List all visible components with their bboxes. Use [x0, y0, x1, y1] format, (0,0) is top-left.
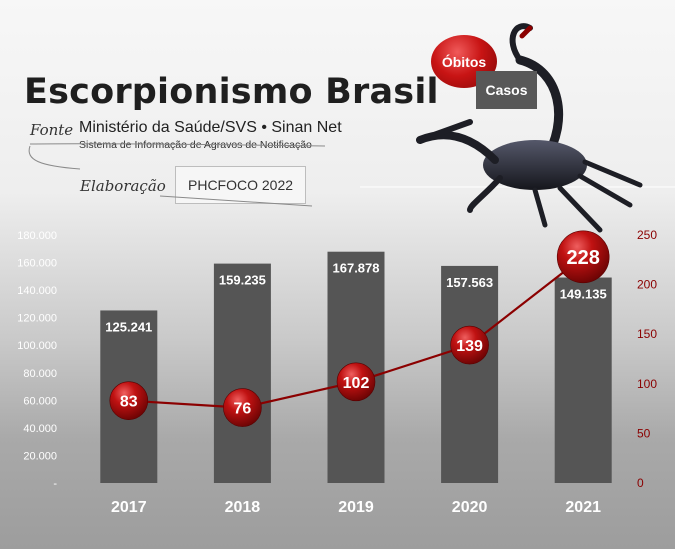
bar-value-label: 125.241 [105, 319, 152, 334]
y-left-tick-label: 180.000 [17, 230, 57, 242]
chart-title: Escorpionismo Brasil [24, 72, 439, 112]
x-tick-label: 2018 [225, 499, 261, 516]
y-left-tick-label: 160.000 [17, 258, 57, 270]
x-tick-label: 2019 [338, 499, 374, 516]
y-left-tick-label: 100.000 [17, 340, 57, 352]
decor-curve [28, 145, 81, 170]
x-tick-label: 2017 [111, 499, 147, 516]
y-left-tick-label: 20.000 [23, 450, 57, 462]
source-text: Ministério da Saúde/SVS • Sinan Net [79, 119, 342, 136]
y-left-tick-label: - [53, 478, 57, 490]
decor-line [29, 143, 326, 147]
point-value-label: 76 [234, 401, 252, 418]
point-value-label: 102 [343, 375, 370, 392]
bar-casos [554, 277, 612, 483]
y-left-tick-label: 60.000 [23, 395, 57, 407]
point-value-label: 228 [567, 247, 600, 269]
point-value-label: 83 [120, 394, 138, 411]
source-label: Fonte [30, 121, 74, 139]
point-obitos [336, 362, 376, 402]
point-obitos [109, 381, 149, 420]
point-obitos [450, 325, 489, 365]
bar-casos [213, 263, 271, 483]
y-right-tick-label: 250 [637, 228, 657, 242]
y-right-tick-label: 100 [637, 377, 657, 391]
x-tick-label: 2021 [565, 499, 601, 516]
bar-value-label: 159.235 [219, 273, 266, 288]
elaboration-box [175, 166, 306, 204]
y-right-tick-label: 150 [637, 327, 657, 341]
bar-value-label: 167.878 [333, 261, 380, 276]
y-left-tick-label: 140.000 [17, 285, 57, 297]
y-right-tick-label: 0 [637, 476, 644, 490]
y-right-tick-label: 50 [637, 426, 651, 440]
source-subtext: Sistema de Informação de Agravos de Noti… [79, 139, 312, 151]
legend-casos: Casos [476, 71, 537, 109]
bar-value-label: 149.135 [560, 287, 607, 302]
y-right-tick-label: 200 [637, 278, 657, 292]
point-value-label: 139 [456, 338, 483, 355]
y-left-tick-label: 120.000 [17, 313, 57, 325]
bar-casos [441, 265, 499, 483]
x-tick-label: 2020 [452, 499, 488, 516]
decor-line [159, 195, 313, 207]
y-left-tick-label: 40.000 [23, 423, 57, 435]
elaboration-label: Elaboração [80, 177, 166, 195]
elaboration-value: PHCFOCO 2022 [188, 177, 294, 193]
y-left-tick-label: 80.000 [23, 368, 57, 380]
point-obitos [223, 388, 262, 427]
bar-value-label: 157.563 [446, 275, 493, 290]
scorpion-icon [416, 23, 643, 233]
legend-obitos: Óbitos [431, 35, 497, 88]
point-obitos [556, 230, 610, 284]
